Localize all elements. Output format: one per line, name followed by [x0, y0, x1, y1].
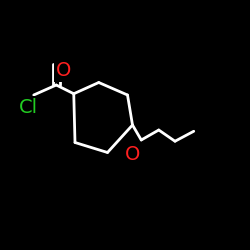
- Text: O: O: [56, 60, 72, 80]
- Text: Cl: Cl: [19, 98, 38, 117]
- Text: O: O: [125, 146, 140, 165]
